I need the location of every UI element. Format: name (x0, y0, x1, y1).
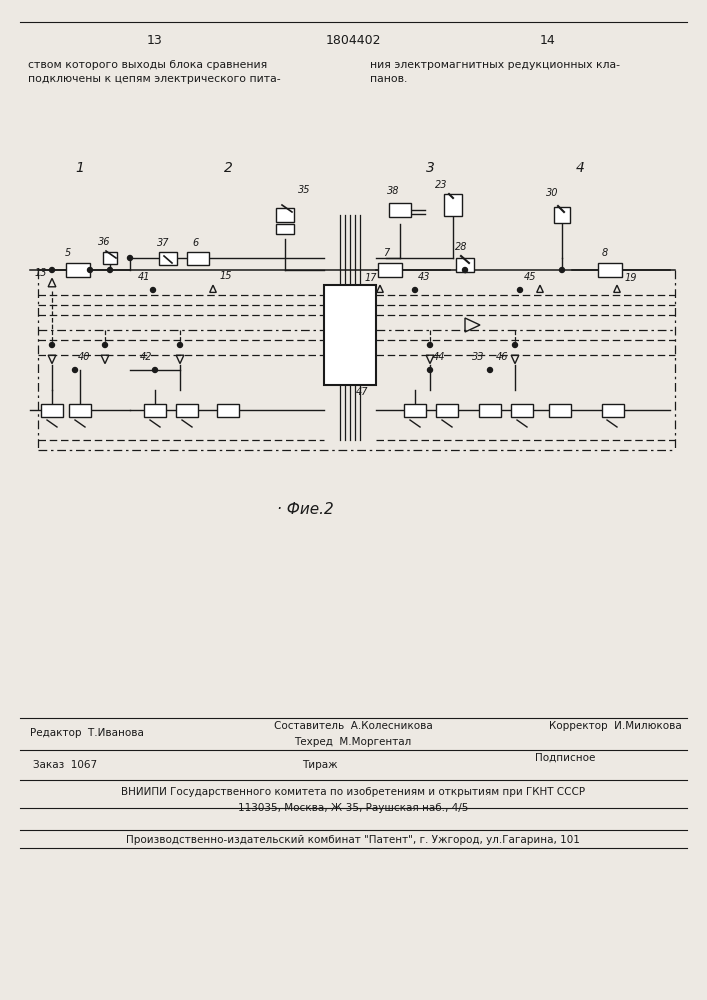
Text: ВНИИПИ Государственного комитета по изобретениям и открытиям при ГКНТ СССР: ВНИИПИ Государственного комитета по изоб… (121, 787, 585, 797)
Circle shape (412, 288, 418, 292)
Text: 7: 7 (383, 248, 390, 258)
Text: 40: 40 (78, 352, 90, 362)
Circle shape (73, 367, 78, 372)
Text: 13: 13 (147, 33, 163, 46)
Text: 14: 14 (540, 33, 556, 46)
Text: 46: 46 (496, 352, 508, 362)
Text: 30: 30 (546, 188, 559, 198)
Bar (444, 194, 462, 216)
Circle shape (428, 342, 433, 348)
Bar (479, 403, 501, 416)
Circle shape (513, 342, 518, 348)
Bar (378, 263, 402, 277)
Circle shape (49, 267, 54, 272)
Bar (217, 403, 239, 416)
Text: 1804402: 1804402 (325, 33, 381, 46)
Text: 43: 43 (418, 272, 431, 282)
Text: 47: 47 (356, 387, 368, 397)
Bar (324, 285, 376, 385)
Bar (602, 403, 624, 416)
Bar (187, 251, 209, 264)
Bar (276, 208, 294, 222)
Text: Заказ  1067: Заказ 1067 (33, 760, 97, 770)
Bar (549, 403, 571, 416)
Text: · Фие.2: · Фие.2 (276, 502, 334, 518)
Text: 3: 3 (426, 161, 434, 175)
Text: 42: 42 (140, 352, 153, 362)
Text: 33: 33 (472, 352, 484, 362)
Text: Составитель  А.Колесникова: Составитель А.Колесникова (274, 721, 433, 731)
Bar (389, 203, 411, 217)
Text: 15: 15 (220, 271, 233, 281)
Text: 19: 19 (625, 273, 638, 283)
Text: Подписное: Подписное (534, 753, 595, 763)
Bar (456, 258, 474, 272)
Text: 113035, Москва, Ж-35, Раушская наб., 4/5: 113035, Москва, Ж-35, Раушская наб., 4/5 (238, 803, 468, 813)
Circle shape (88, 267, 93, 272)
Text: ния электромагнитных редукционных кла-
панов.: ния электромагнитных редукционных кла- п… (370, 60, 620, 84)
Text: 6: 6 (192, 238, 198, 248)
Text: 41: 41 (138, 272, 151, 282)
Text: 38: 38 (387, 186, 399, 196)
Bar (404, 403, 426, 416)
Bar (176, 403, 198, 416)
Bar (41, 403, 63, 416)
Text: Производственно-издательский комбинат "Патент", г. Ужгород, ул.Гагарина, 101: Производственно-издательский комбинат "П… (126, 835, 580, 845)
Text: 44: 44 (433, 352, 445, 362)
Bar (554, 207, 570, 223)
Text: 13: 13 (35, 268, 47, 278)
Text: 17: 17 (365, 273, 378, 283)
Circle shape (127, 255, 132, 260)
Text: 35: 35 (298, 185, 310, 195)
Circle shape (153, 367, 158, 372)
Text: 4: 4 (575, 161, 585, 175)
Circle shape (428, 367, 433, 372)
Text: 28: 28 (455, 242, 467, 252)
Circle shape (462, 267, 467, 272)
Text: 5: 5 (65, 248, 71, 258)
Circle shape (49, 342, 54, 348)
Text: 23: 23 (435, 180, 448, 190)
Circle shape (107, 267, 112, 272)
Text: ством которого выходы блока сравнения
подключены к цепям электрического пита-: ством которого выходы блока сравнения по… (28, 60, 281, 84)
Bar (598, 263, 622, 277)
Circle shape (177, 342, 182, 348)
Text: Тираж: Тираж (302, 760, 338, 770)
Text: Редактор  Т.Иванова: Редактор Т.Иванова (30, 728, 144, 738)
Circle shape (518, 288, 522, 292)
Bar (66, 263, 90, 277)
Text: 37: 37 (157, 238, 170, 248)
Text: Техред  М.Моргентал: Техред М.Моргентал (294, 737, 411, 747)
Text: 1: 1 (76, 161, 84, 175)
Bar (276, 224, 294, 234)
Text: 45: 45 (524, 272, 537, 282)
Bar (103, 252, 117, 264)
Circle shape (103, 342, 107, 348)
Circle shape (559, 267, 564, 272)
Bar (159, 251, 177, 264)
Bar (511, 403, 533, 416)
Text: 2: 2 (223, 161, 233, 175)
Bar (436, 403, 458, 416)
Circle shape (488, 367, 493, 372)
Text: 8: 8 (602, 248, 608, 258)
Bar (69, 403, 91, 416)
Text: 36: 36 (98, 237, 110, 247)
Circle shape (151, 288, 156, 292)
Text: Корректор  И.Милюкова: Корректор И.Милюкова (549, 721, 682, 731)
Bar (144, 403, 166, 416)
